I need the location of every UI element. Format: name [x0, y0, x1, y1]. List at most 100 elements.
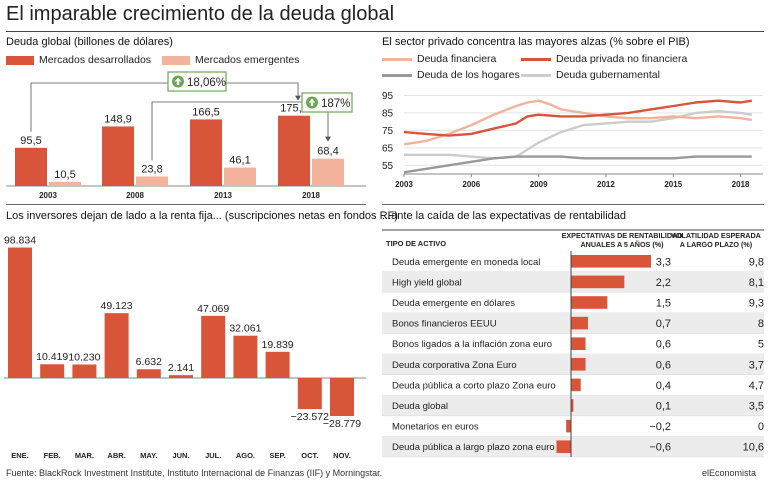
row-label: Deuda pública a largo plazo zona euro — [392, 442, 555, 453]
renta-fija-chart: 98.834 ENE. 10.419 FEB. 10.230 MAR. 49.123 ABR.… — [4, 235, 366, 460]
x-tick-2018: 2018 — [732, 180, 750, 189]
bar-label-ENE.: 98.834 — [4, 235, 36, 247]
legend-privada: Deuda privada no financiera — [521, 53, 687, 65]
bar-MAR. — [72, 364, 97, 378]
chart4-title: ...ante la caída de las expectativas de … — [382, 210, 626, 222]
legend-desarrollados: Mercados desarrollados — [6, 54, 151, 66]
chart1-title: Deuda global (billones de dólares) — [6, 36, 173, 48]
row-vol-value: 3,7 — [749, 359, 764, 371]
footer-brand: elEconomista — [702, 468, 757, 478]
bar-label-NOV.: −28.779 — [323, 418, 361, 430]
bar-FEB. — [40, 364, 65, 378]
deuda-global-chart: 95,5 10,5 2003 148,9 23,8 2008 166,5 46,1 2013 17… — [6, 71, 366, 200]
series-line-deuda-de-los-hogares — [403, 155, 752, 174]
x-tick-2006: 2006 — [462, 180, 480, 189]
legend-gubernamental: Deuda gubernamental — [521, 69, 660, 81]
legend-label-financiera: Deuda financiera — [417, 53, 497, 65]
row-vol-value: 10,6 — [743, 442, 764, 454]
bar-label-OCT.: −23.572 — [291, 411, 329, 423]
x-tick-2003: 2003 — [395, 180, 413, 189]
x-tick-2018: 2018 — [302, 191, 320, 200]
y-tick-55: 55 — [382, 161, 394, 172]
legend-line-gubernamental — [521, 73, 551, 77]
row-vol-value: 3,5 — [749, 401, 764, 413]
row-vol-value: 5 — [758, 339, 764, 351]
row-label: Deuda global — [392, 401, 448, 412]
chart3-title: Los inversores dejan de lado a la renta … — [6, 210, 398, 222]
legend-line-hogares — [382, 73, 412, 77]
row-bar — [571, 337, 586, 350]
bar-label-desarrollados-2003: 95,5 — [20, 135, 41, 147]
annotation-text-emergentes: 187% — [321, 98, 350, 110]
page-title: El imparable crecimiento de la deuda glo… — [6, 3, 395, 25]
x-tick-2003: 2003 — [39, 191, 57, 200]
legend-label-gubernamental: Deuda gubernamental — [556, 69, 660, 81]
bar-label-emergentes-2008: 23,8 — [141, 163, 162, 175]
title-rule — [6, 31, 764, 32]
legend-emergentes: Mercados emergentes — [162, 54, 299, 66]
bar-MAY. — [136, 369, 161, 378]
legend-label-privada: Deuda privada no financiera — [556, 53, 688, 65]
bar-label-AGO.: 32.061 — [229, 323, 261, 335]
row-bar — [571, 378, 581, 392]
sector-privado-chart: 55 65 75 85 95 2003 2006 2009 2012 2015 2018 — [382, 91, 763, 189]
row-rent-value: 1,5 — [656, 298, 671, 310]
x-tick-2012: 2012 — [597, 180, 615, 189]
up-arrow-glyph — [174, 77, 182, 85]
chart2-title: El sector privado concentra las mayores … — [382, 36, 690, 48]
row-rent-value: 2,2 — [656, 277, 671, 289]
bar-label-emergentes-2018: 68,4 — [317, 146, 338, 158]
x-tick-2009: 2009 — [530, 180, 548, 189]
row-label: Deuda emergente en dólares — [392, 298, 515, 309]
row-rent-value: 0,7 — [656, 318, 671, 330]
x-tick-ENE.: ENE. — [11, 451, 29, 460]
y-tick-85: 85 — [382, 108, 394, 119]
col-header-vol-2: A LARGO PLAZO (%) — [680, 240, 753, 249]
legend-label-desarrollados: Mercados desarrollados — [39, 54, 152, 66]
row-rent-value: 3,3 — [656, 256, 671, 268]
row-bar — [571, 296, 608, 309]
annotation-arrowhead-emergentes — [325, 136, 331, 142]
bar-label-JUL.: 47.069 — [197, 303, 229, 315]
bar-desarrollados-2003 — [15, 147, 47, 186]
bar-emergentes-2008 — [136, 176, 168, 186]
bar-emergentes-2003 — [49, 181, 81, 186]
x-tick-2015: 2015 — [664, 180, 682, 189]
legend-label-hogares: Deuda de los hogares — [417, 69, 520, 81]
bar-desarrollados-2013 — [190, 119, 222, 186]
row-vol-value: 4,7 — [749, 380, 764, 392]
y-tick-95: 95 — [382, 91, 394, 102]
series-line-deuda-gubernamental — [404, 110, 752, 160]
x-tick-JUL.: JUL. — [205, 451, 221, 460]
row-label: High yield global — [392, 277, 462, 288]
row-bar — [566, 419, 571, 433]
row-vol-value: 8 — [758, 318, 764, 330]
x-tick-JUN.: JUN. — [172, 451, 189, 460]
bar-label-ABR.: 49.123 — [101, 300, 133, 312]
row-bar — [571, 255, 651, 268]
row-bar — [556, 440, 571, 453]
row-bar — [571, 316, 588, 330]
y-tick-65: 65 — [382, 143, 394, 154]
col-header-vol-1: VOLATILIDAD ESPERADA — [671, 231, 761, 240]
bar-JUL. — [201, 315, 226, 378]
row-bar — [571, 399, 574, 412]
x-tick-2008: 2008 — [126, 191, 144, 200]
bar-label-desarrollados-2018: 175,8 — [280, 103, 308, 115]
legend-financiera: Deuda financiera — [382, 53, 496, 65]
bar-emergentes-2018 — [312, 158, 344, 186]
row-vol-value: 9,3 — [749, 298, 764, 310]
legend-line-privada — [521, 57, 551, 61]
row-bar — [571, 358, 586, 371]
bar-JUN. — [169, 375, 193, 378]
annotation-bracket-desarrollados — [30, 82, 299, 132]
row-rent-value: 0,4 — [656, 380, 671, 392]
annotation-text-desarrollados: 18,06% — [187, 77, 226, 89]
rentabilidad-table: TIPO DE ACTIVO EXPECTATIVAS DE RENTABILID… — [382, 229, 764, 458]
bar-SEP. — [265, 351, 290, 378]
bar-desarrollados-2018 — [278, 115, 310, 186]
legend-label-emergentes: Mercados emergentes — [195, 54, 300, 66]
up-arrow-glyph — [308, 98, 316, 106]
row-vol-value: 0 — [758, 421, 764, 433]
bar-label-desarrollados-2008: 148,9 — [104, 113, 132, 125]
